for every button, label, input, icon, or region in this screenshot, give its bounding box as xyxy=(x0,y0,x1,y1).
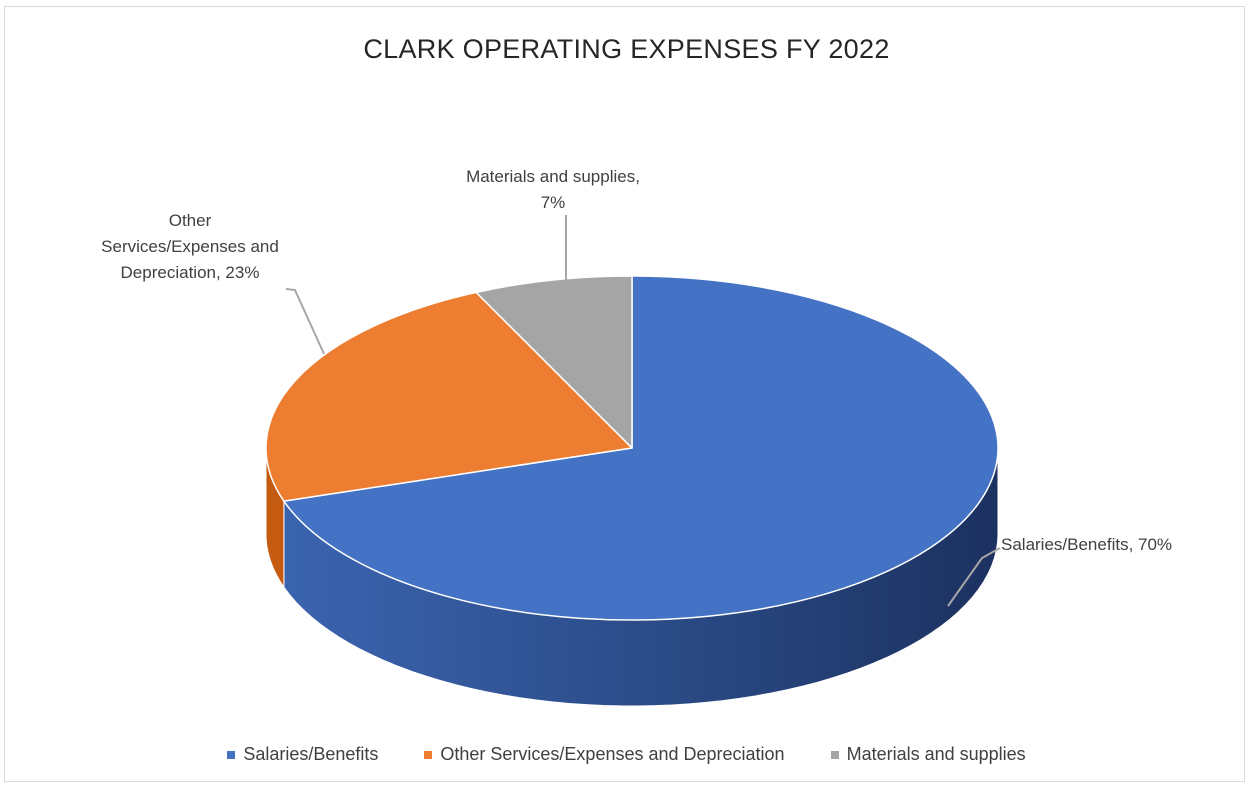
pie-top-face xyxy=(265,275,999,621)
legend-label-0: Salaries/Benefits xyxy=(243,744,379,764)
legend: Salaries/Benefits Other Services/Expenses… xyxy=(0,744,1253,765)
legend-swatch-0 xyxy=(227,750,236,759)
legend-item-1: Other Services/Expenses and Depreciation xyxy=(424,744,785,765)
chart-title: CLARK OPERATING EXPENSES FY 2022 xyxy=(363,34,890,64)
leader-lines xyxy=(285,215,1001,607)
legend-swatch-1 xyxy=(424,750,433,759)
pie-slice-2 xyxy=(475,275,633,449)
data-label-0: Salaries/Benefits, 70% xyxy=(1001,535,1172,554)
data-label-1: Other Services/Expenses and Depreciation, … xyxy=(101,211,279,282)
data-labels: Salaries/Benefits, 70% Other Services/Expe… xyxy=(101,167,1172,554)
leader-line-1 xyxy=(285,288,325,355)
pie-slice-0 xyxy=(283,275,999,621)
legend-label-1: Other Services/Expenses and Depreciation xyxy=(440,744,785,764)
leader-line-0 xyxy=(947,547,1001,607)
legend-item-2: Materials and supplies xyxy=(830,744,1026,765)
legend-item-0: Salaries/Benefits xyxy=(227,744,378,765)
pie-side-wall xyxy=(265,447,999,707)
legend-swatch-2 xyxy=(830,750,839,759)
legend-label-2: Materials and supplies xyxy=(846,744,1026,764)
data-label-2: Materials and supplies, 7% xyxy=(466,167,640,212)
pie-slice-1 xyxy=(265,291,633,502)
